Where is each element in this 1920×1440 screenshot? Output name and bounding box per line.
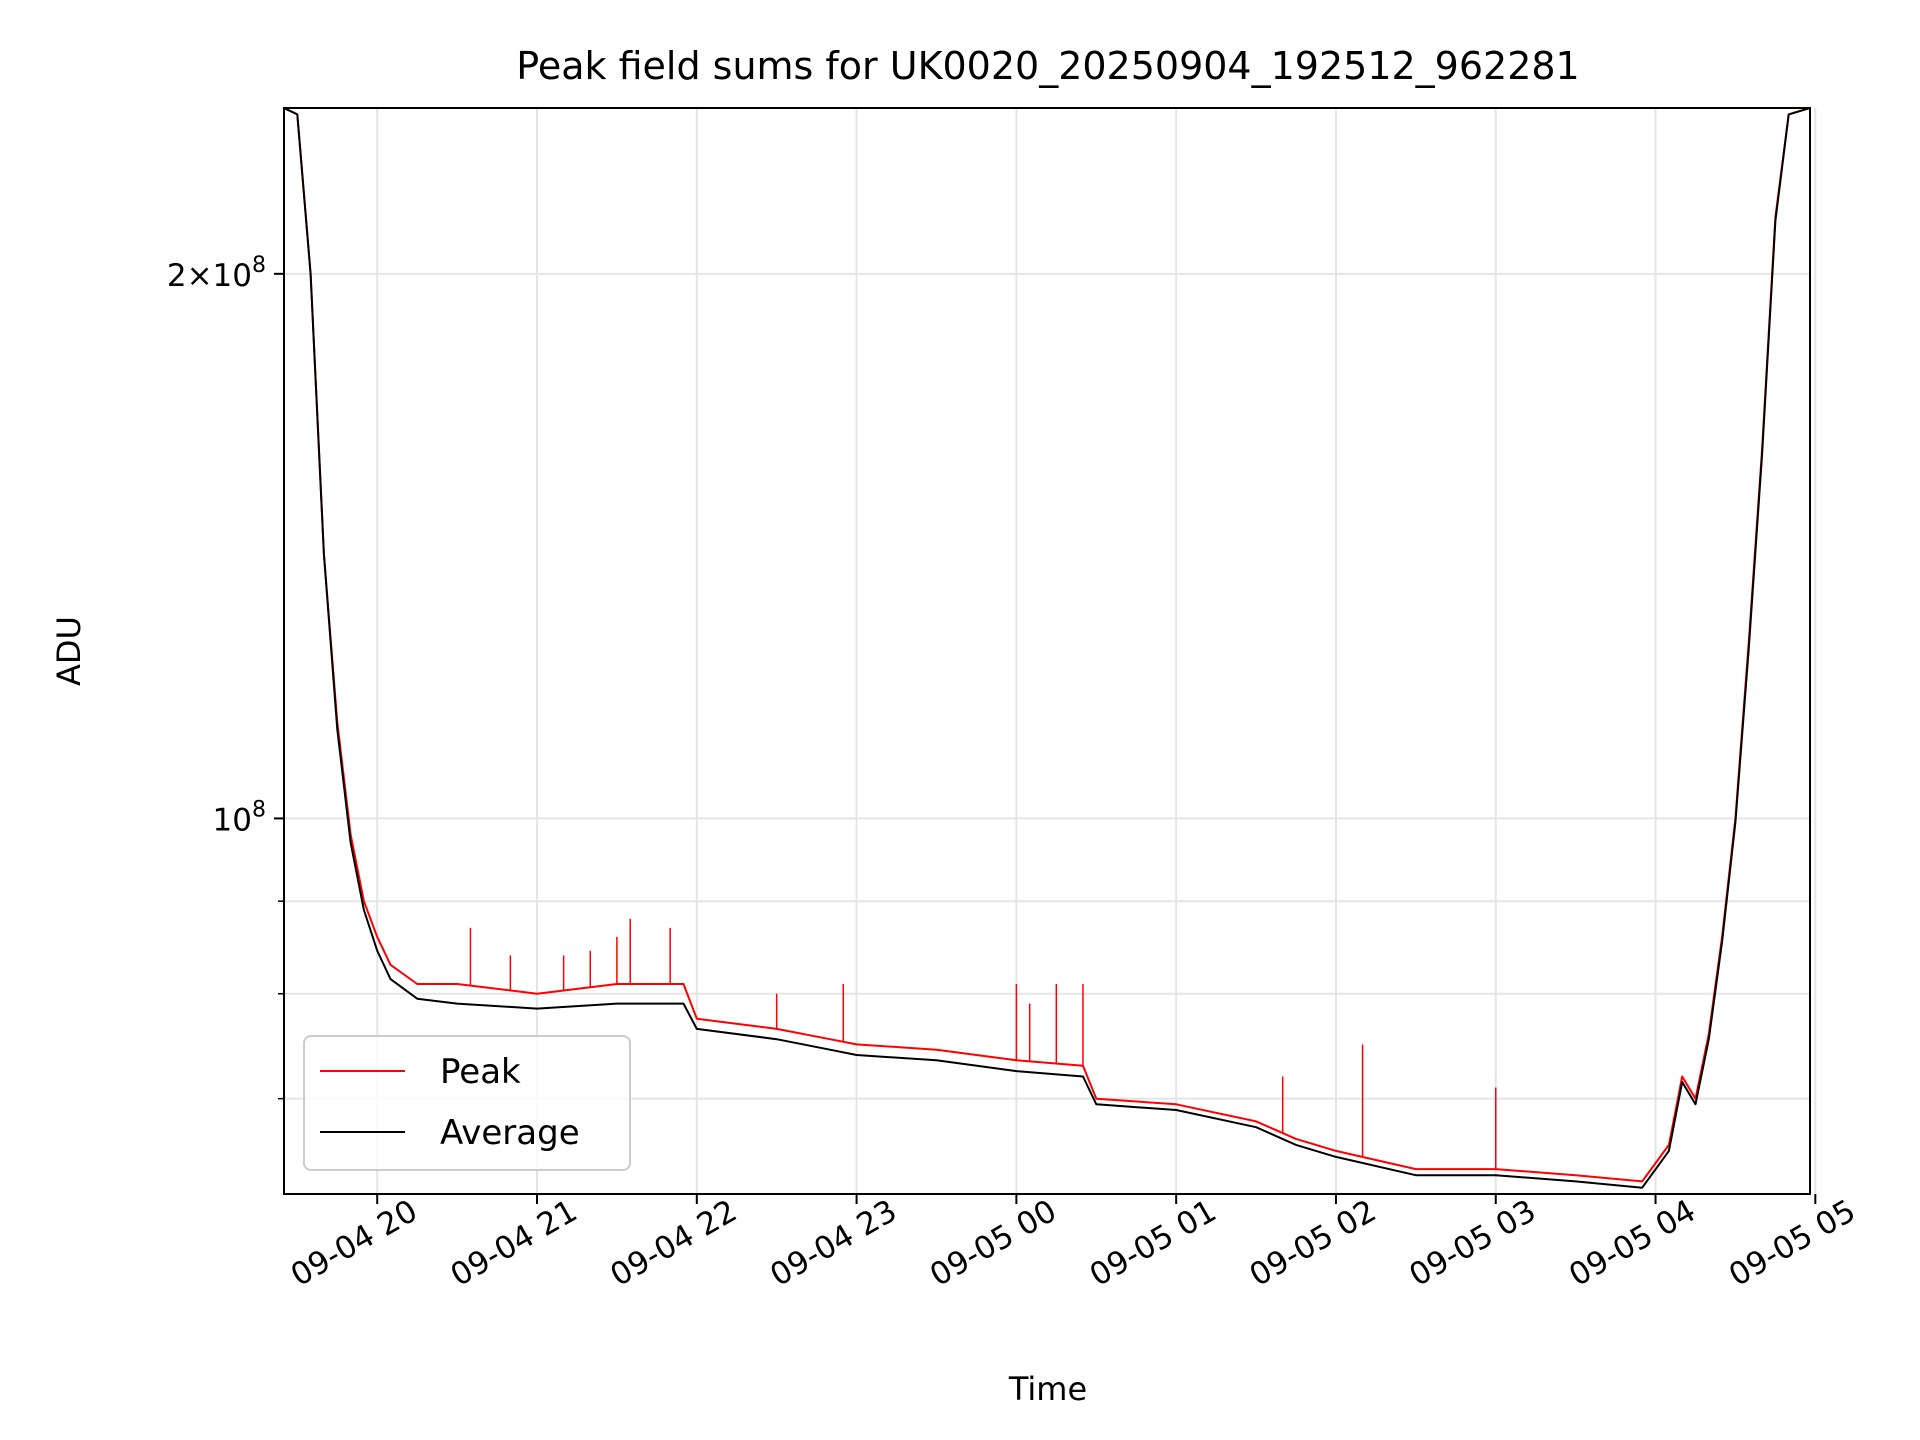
y-axis-label: ADU: [50, 616, 88, 686]
plot-frame: [283, 107, 1811, 1195]
y-tick-label: 108: [213, 797, 266, 838]
y-tick-label-mantissa: 2: [167, 258, 187, 294]
y-tick-label-label_times: ×: [187, 258, 213, 294]
y-tick-label-exp: 8: [252, 253, 266, 278]
y-tick-label-base: 10: [213, 802, 252, 838]
chart-title: Peak field sums for UK0020_20250904_1925…: [516, 44, 1579, 88]
series-layer: [284, 108, 1810, 1189]
legend-label-peak: Peak: [440, 1052, 521, 1092]
legend-box: [303, 1035, 631, 1171]
x-axis-label: Time: [1008, 1370, 1087, 1408]
y-tick-label-base: 10: [213, 258, 252, 294]
y-tick-label-exp: 8: [252, 797, 266, 822]
legend: Peak Average: [303, 1035, 631, 1171]
y-tick-label: 2×108: [167, 253, 266, 294]
grid-lines: [284, 108, 1817, 1194]
legend-label-average: Average: [440, 1113, 580, 1153]
series-line-average: [284, 108, 1810, 1189]
